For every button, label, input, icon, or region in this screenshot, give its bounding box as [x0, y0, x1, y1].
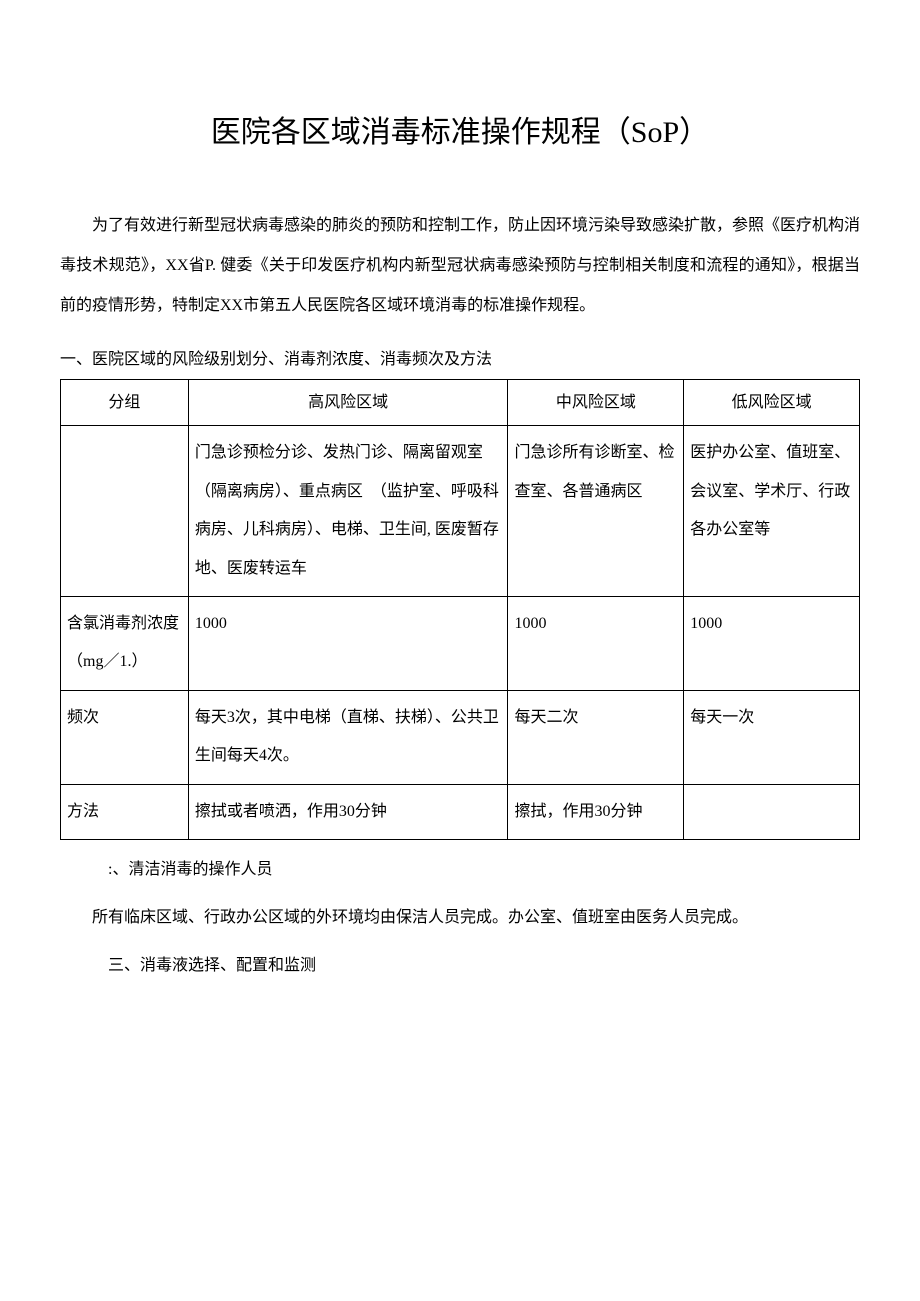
method-low — [684, 784, 860, 839]
risk-level-table: 分组 高风险区域 中风险区域 低风险区域 门急诊预检分诊、发热门诊、隔离留观室（… — [60, 379, 860, 840]
frequency-medium: 每天二次 — [508, 690, 684, 784]
table-header-row: 分组 高风险区域 中风险区域 低风险区域 — [61, 379, 860, 426]
areas-label — [61, 426, 189, 597]
method-high: 擦拭或者喷洒，作用30分钟 — [188, 784, 508, 839]
areas-medium: 门急诊所有诊断室、检查室、各普通病区 — [508, 426, 684, 597]
frequency-low: 每天一次 — [684, 690, 860, 784]
header-medium-risk: 中风险区域 — [508, 379, 684, 426]
header-low-risk: 低风险区域 — [684, 379, 860, 426]
areas-low: 医护办公室、值班室、会议室、学术厅、行政各办公室等 — [684, 426, 860, 597]
frequency-high: 每天3次，其中电梯（直梯、扶梯）、公共卫生间每天4次。 — [188, 690, 508, 784]
table-row-concentration: 含氯消毒剂浓度（mg／1.） 1000 1000 1000 — [61, 596, 860, 690]
concentration-medium: 1000 — [508, 596, 684, 690]
intro-paragraph: 为了有效进行新型冠状病毒感染的肺炎的预防和控制工作，防止因环境污染导致感染扩散，… — [60, 206, 860, 326]
header-high-risk: 高风险区域 — [188, 379, 508, 426]
table-row-areas: 门急诊预检分诊、发热门诊、隔离留观室（隔离病房）、重点病区 （监护室、呼吸科病房… — [61, 426, 860, 597]
method-label: 方法 — [61, 784, 189, 839]
method-medium: 擦拭，作用30分钟 — [508, 784, 684, 839]
section-1-heading: 一、医院区域的风险级别划分、消毒剂浓度、消毒频次及方法 — [60, 346, 860, 375]
concentration-label: 含氯消毒剂浓度（mg／1.） — [61, 596, 189, 690]
section-3-heading: 三、消毒液选择、配置和监测 — [60, 946, 860, 986]
table-row-method: 方法 擦拭或者喷洒，作用30分钟 擦拭，作用30分钟 — [61, 784, 860, 839]
header-group: 分组 — [61, 379, 189, 426]
page-title: 医院各区域消毒标准操作规程（SoP） — [60, 100, 860, 166]
section-2-heading: :、清洁消毒的操作人员 — [60, 850, 860, 890]
areas-high: 门急诊预检分诊、发热门诊、隔离留观室（隔离病房）、重点病区 （监护室、呼吸科病房… — [188, 426, 508, 597]
concentration-high: 1000 — [188, 596, 508, 690]
section-2-body: 所有临床区域、行政办公区域的外环境均由保洁人员完成。办公室、值班室由医务人员完成… — [60, 898, 860, 938]
concentration-low: 1000 — [684, 596, 860, 690]
frequency-label: 频次 — [61, 690, 189, 784]
table-row-frequency: 频次 每天3次，其中电梯（直梯、扶梯）、公共卫生间每天4次。 每天二次 每天一次 — [61, 690, 860, 784]
